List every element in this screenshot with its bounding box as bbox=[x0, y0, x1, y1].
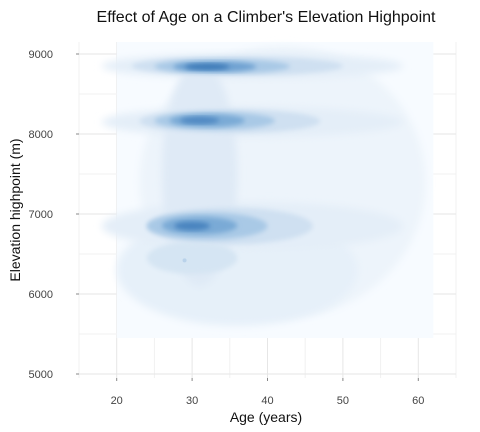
x-axis-label: Age (years) bbox=[230, 409, 302, 425]
density-contour bbox=[174, 221, 211, 231]
y-tick-label-8000: 8000 bbox=[29, 129, 53, 141]
density-contours bbox=[101, 42, 434, 338]
density-contour bbox=[146, 242, 238, 274]
x-tick-label-30: 30 bbox=[186, 395, 198, 407]
y-axis-ticks: 5000 6000 7000 8000 9000 bbox=[29, 49, 79, 381]
y-axis-label: Elevation highpoint (m) bbox=[7, 138, 23, 281]
y-tick-label-9000: 9000 bbox=[29, 49, 53, 61]
x-axis-ticks: 20 30 40 50 60 bbox=[111, 378, 424, 407]
density-contour bbox=[180, 116, 220, 124]
x-tick-label-20: 20 bbox=[111, 395, 123, 407]
density-contour bbox=[184, 63, 230, 70]
y-tick-label-7000: 7000 bbox=[29, 209, 53, 221]
y-tick-label-5000: 5000 bbox=[29, 369, 53, 381]
y-tick-label-6000: 6000 bbox=[29, 289, 53, 301]
chart-title: Effect of Age on a Climber's Elevation H… bbox=[97, 9, 437, 26]
x-tick-label-60: 60 bbox=[412, 395, 424, 407]
density-peak-marker bbox=[182, 258, 187, 263]
x-tick-label-40: 40 bbox=[261, 395, 273, 407]
x-tick-label-50: 50 bbox=[337, 395, 349, 407]
